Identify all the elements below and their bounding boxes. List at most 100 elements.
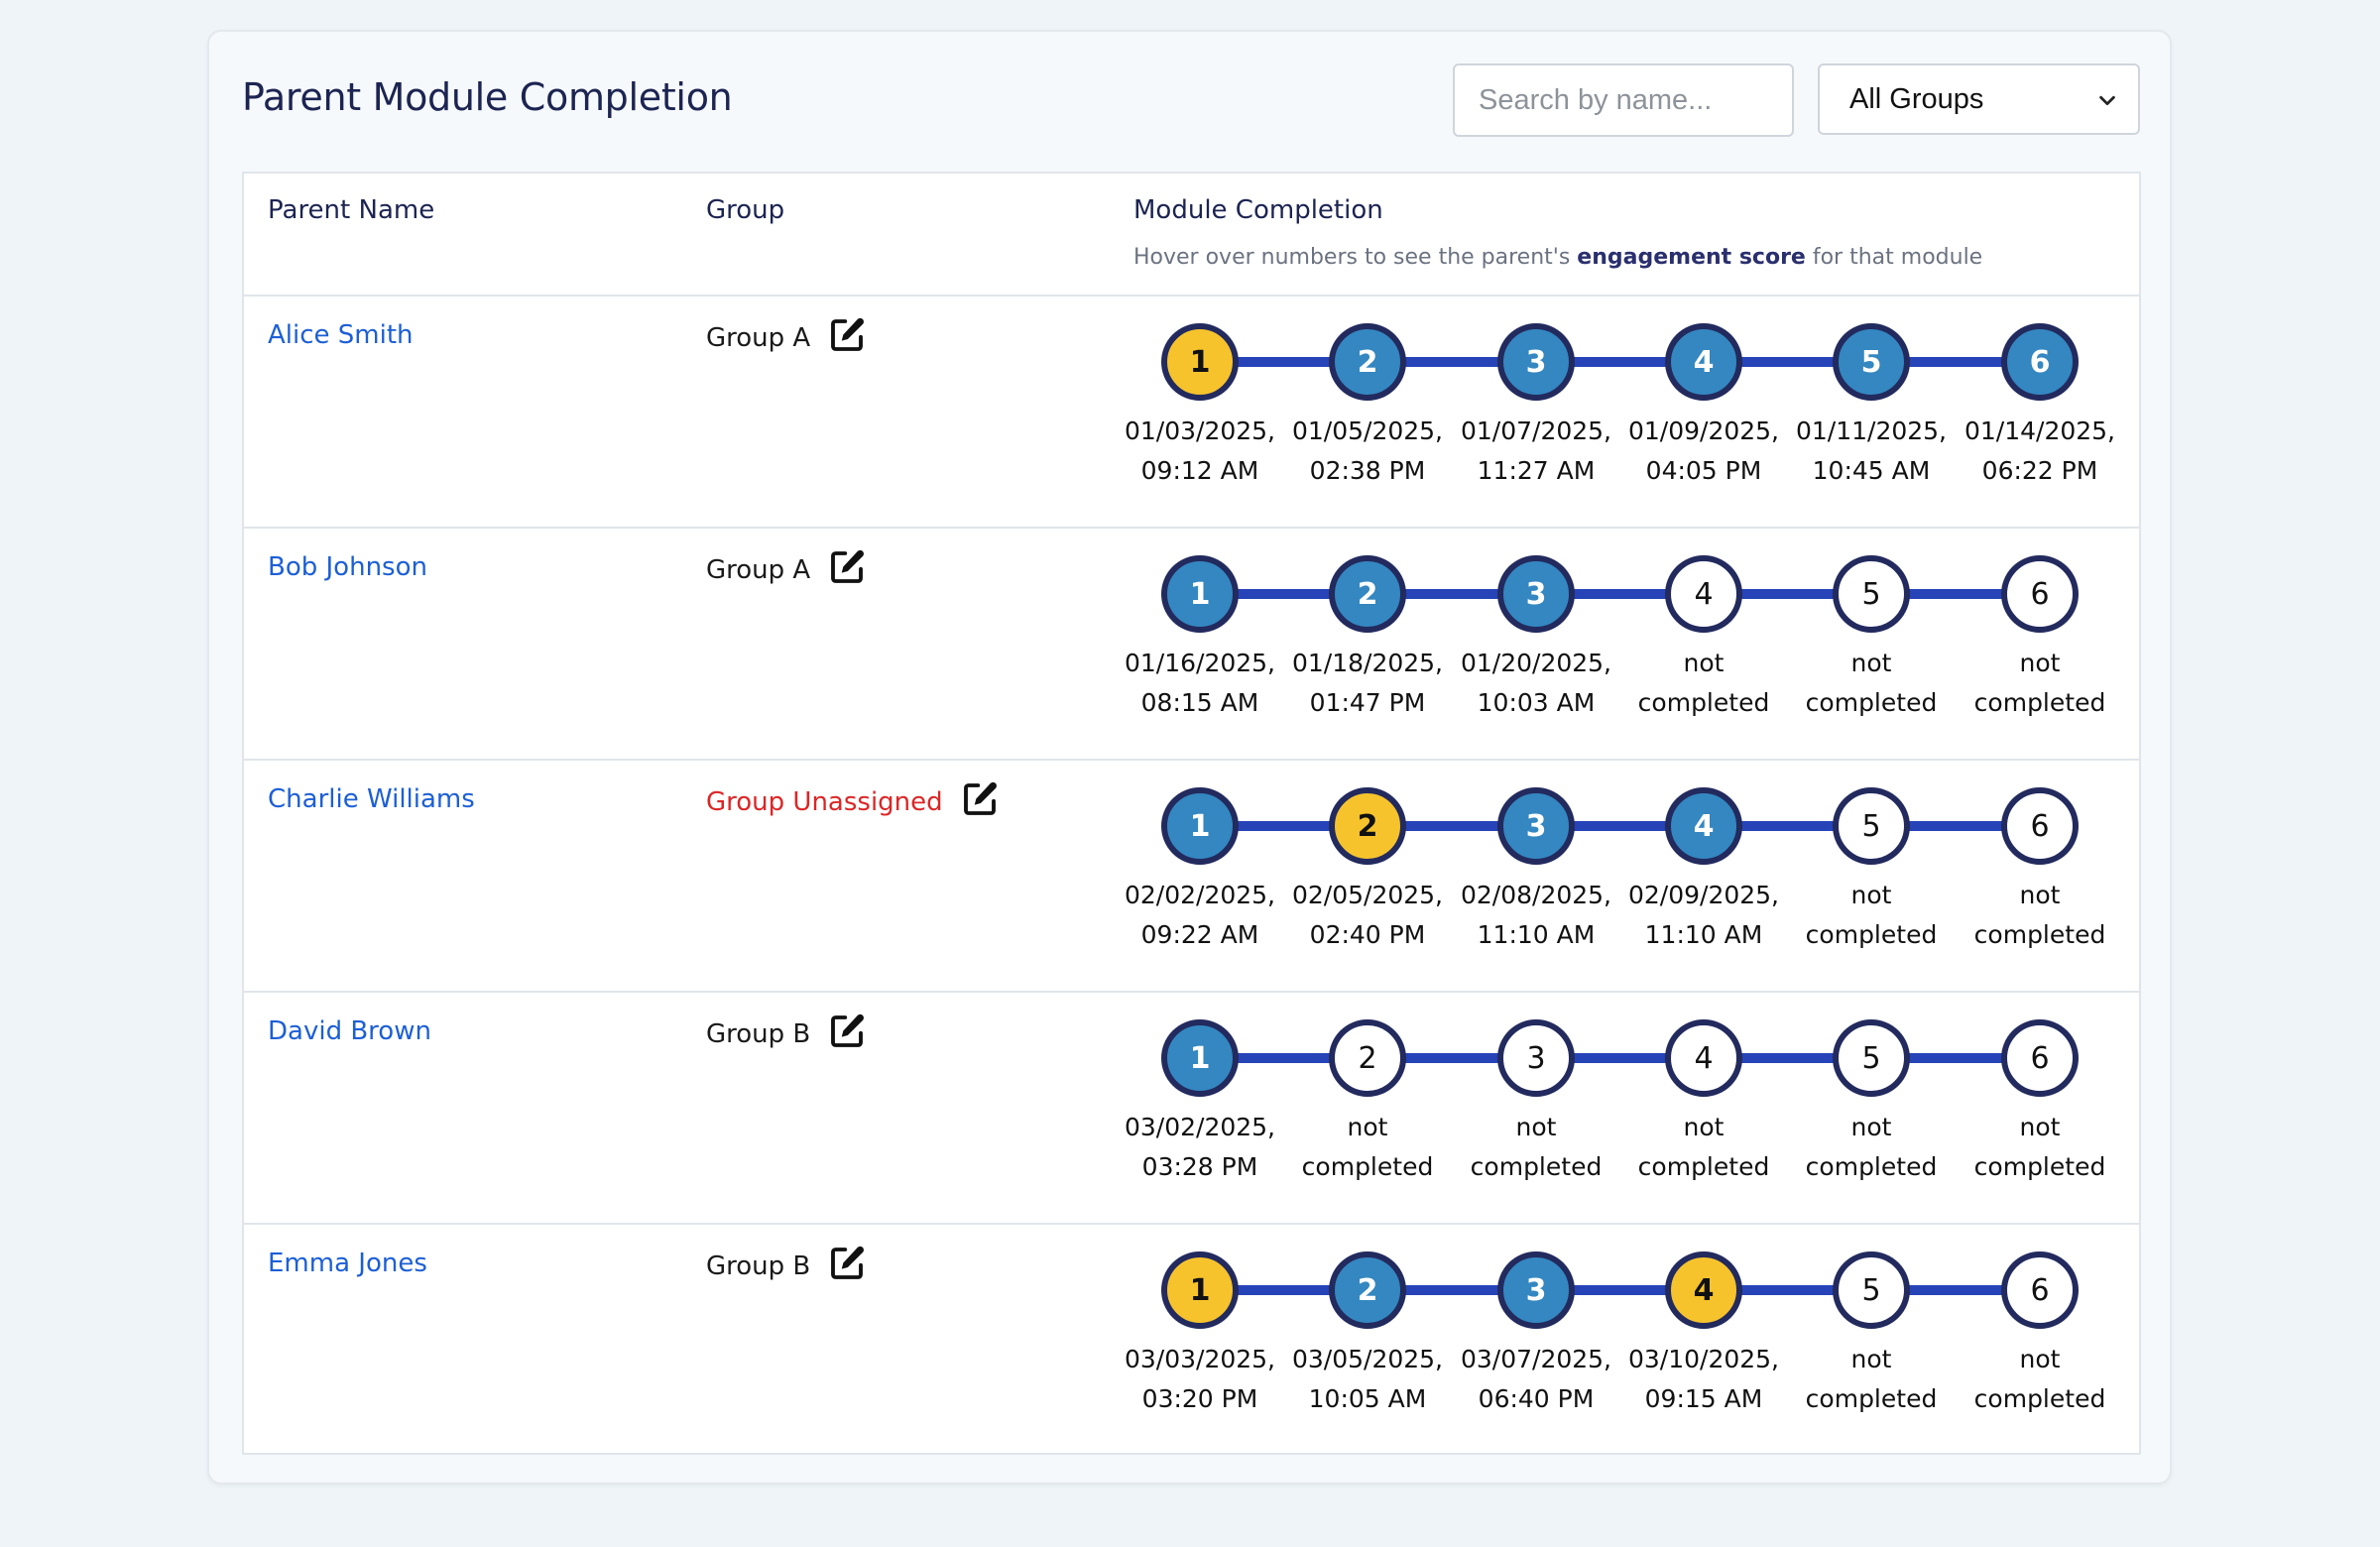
module-completion-date: not completed	[1619, 1108, 1788, 1187]
module-step-6[interactable]: 6	[2001, 323, 2079, 401]
module-step-2[interactable]: 2	[1329, 1019, 1406, 1097]
module-step-1[interactable]: 1	[1161, 1251, 1239, 1329]
date-line-2: 06:40 PM	[1478, 1384, 1595, 1413]
date-line-1: 01/03/2025,	[1124, 416, 1276, 445]
group-filter-value: All Groups	[1849, 82, 1984, 115]
parent-name-link[interactable]: Bob Johnson	[268, 552, 427, 582]
module-step-4[interactable]: 4	[1665, 323, 1742, 401]
module-completion-date: not completed	[1787, 876, 1956, 955]
module-step-4[interactable]: 4	[1665, 787, 1742, 865]
module-completion-date: 02/02/2025, 09:22 AM	[1116, 876, 1284, 955]
module-step-4[interactable]: 4	[1665, 1019, 1742, 1097]
date-line-1: not	[2019, 1345, 2061, 1373]
table-row: David Brown Group B 1 03/02/2025, 03:28 PM 2 n…	[244, 991, 2139, 1225]
module-completion-date: 01/09/2025, 04:05 PM	[1619, 412, 1788, 491]
date-line-1: not	[1850, 649, 1892, 677]
date-line-1: 01/09/2025,	[1627, 416, 1780, 445]
date-line-2: 09:15 AM	[1644, 1384, 1763, 1413]
module-step-6[interactable]: 6	[2001, 787, 2079, 865]
parent-name-link[interactable]: Alice Smith	[268, 320, 414, 350]
module-completion-date: 02/05/2025, 02:40 PM	[1283, 876, 1452, 955]
module-step-5[interactable]: 5	[1833, 323, 1910, 401]
group-filter-select[interactable]: All Groups	[1818, 63, 2140, 135]
group-cell: Group B	[706, 1013, 868, 1052]
edit-group-icon[interactable]	[826, 1243, 868, 1284]
module-completion-date: 01/16/2025, 08:15 AM	[1116, 644, 1284, 723]
module-progress-track	[1200, 821, 2040, 831]
module-completion-date: not completed	[1787, 644, 1956, 723]
module-completion-date: 02/09/2025, 11:10 AM	[1619, 876, 1788, 955]
date-line-2: 08:15 AM	[1140, 688, 1259, 717]
module-step-5[interactable]: 5	[1833, 555, 1910, 633]
module-completion-date: not completed	[1787, 1108, 1956, 1187]
module-step-1[interactable]: 1	[1161, 787, 1239, 865]
date-line-1: not	[1515, 1113, 1557, 1141]
parent-name-link[interactable]: Charlie Williams	[268, 784, 475, 814]
module-completion-date: not completed	[1619, 644, 1788, 723]
module-step-3[interactable]: 3	[1497, 1019, 1575, 1097]
group-cell: Group B	[706, 1246, 868, 1284]
edit-group-icon[interactable]	[959, 778, 1001, 820]
date-line-1: 01/20/2025,	[1460, 649, 1612, 677]
module-completion-date: 03/03/2025, 03:20 PM	[1116, 1340, 1284, 1419]
module-step-4[interactable]: 4	[1665, 1251, 1742, 1329]
date-line-1: 02/09/2025,	[1627, 881, 1780, 909]
date-line-1: 03/10/2025,	[1627, 1345, 1780, 1373]
module-completion-date: not completed	[1956, 876, 2124, 955]
module-completion-date: not completed	[1452, 1108, 1620, 1187]
module-step-4[interactable]: 4	[1665, 555, 1742, 633]
date-line-2: completed	[1973, 1152, 2106, 1181]
edit-group-icon[interactable]	[826, 546, 868, 588]
table-row: Bob Johnson Group A 1 01/16/2025, 08:15 AM 2 0…	[244, 527, 2139, 761]
module-step-2[interactable]: 2	[1329, 555, 1406, 633]
module-step-3[interactable]: 3	[1497, 787, 1575, 865]
module-step-3[interactable]: 3	[1497, 323, 1575, 401]
module-step-2[interactable]: 2	[1329, 1251, 1406, 1329]
search-input[interactable]	[1453, 63, 1794, 137]
module-step-6[interactable]: 6	[2001, 555, 2079, 633]
date-line-2: completed	[1301, 1152, 1434, 1181]
module-step-5[interactable]: 5	[1833, 1251, 1910, 1329]
module-progress-track	[1200, 1053, 2040, 1063]
module-completion-date: not completed	[1787, 1340, 1956, 1419]
module-step-6[interactable]: 6	[2001, 1019, 2079, 1097]
date-line-2: 03:20 PM	[1141, 1384, 1258, 1413]
parent-name-link[interactable]: Emma Jones	[268, 1249, 427, 1278]
module-step-2[interactable]: 2	[1329, 787, 1406, 865]
module-step-5[interactable]: 5	[1833, 1019, 1910, 1097]
parent-name-link[interactable]: David Brown	[268, 1016, 431, 1046]
page-title: Parent Module Completion	[242, 75, 733, 119]
date-line-1: 03/05/2025,	[1291, 1345, 1444, 1373]
date-line-1: 03/03/2025,	[1124, 1345, 1276, 1373]
date-line-1: 02/02/2025,	[1124, 881, 1276, 909]
module-step-6[interactable]: 6	[2001, 1251, 2079, 1329]
edit-group-icon[interactable]	[826, 1011, 868, 1052]
date-line-2: 10:05 AM	[1308, 1384, 1427, 1413]
module-step-1[interactable]: 1	[1161, 555, 1239, 633]
module-step-1[interactable]: 1	[1161, 1019, 1239, 1097]
module-step-3[interactable]: 3	[1497, 555, 1575, 633]
module-completion-hint: Hover over numbers to see the parent's e…	[1133, 245, 1983, 270]
group-cell: Group A	[706, 549, 868, 588]
module-step-3[interactable]: 3	[1497, 1251, 1575, 1329]
date-line-1: 02/05/2025,	[1291, 881, 1444, 909]
date-line-2: 06:22 PM	[1981, 456, 2098, 485]
module-step-1[interactable]: 1	[1161, 323, 1239, 401]
date-line-2: completed	[1973, 920, 2106, 949]
date-line-2: 11:27 AM	[1477, 456, 1596, 485]
group-label: Group B	[706, 1019, 811, 1049]
chevron-down-icon	[2099, 95, 2115, 106]
edit-group-icon[interactable]	[826, 314, 868, 356]
module-step-5[interactable]: 5	[1833, 787, 1910, 865]
module-step-2[interactable]: 2	[1329, 323, 1406, 401]
date-line-2: completed	[1637, 688, 1770, 717]
date-line-1: not	[2019, 1113, 2061, 1141]
table-row: Alice Smith Group A 1 01/03/2025, 09:12 AM 2 0…	[244, 295, 2139, 529]
date-line-1: 01/07/2025,	[1460, 416, 1612, 445]
date-line-1: not	[1850, 1345, 1892, 1373]
module-completion-date: 02/08/2025, 11:10 AM	[1452, 876, 1620, 955]
date-line-2: 04:05 PM	[1645, 456, 1762, 485]
date-line-1: 01/18/2025,	[1291, 649, 1444, 677]
module-completion-date: 01/07/2025, 11:27 AM	[1452, 412, 1620, 491]
module-progress-track	[1200, 357, 2040, 367]
